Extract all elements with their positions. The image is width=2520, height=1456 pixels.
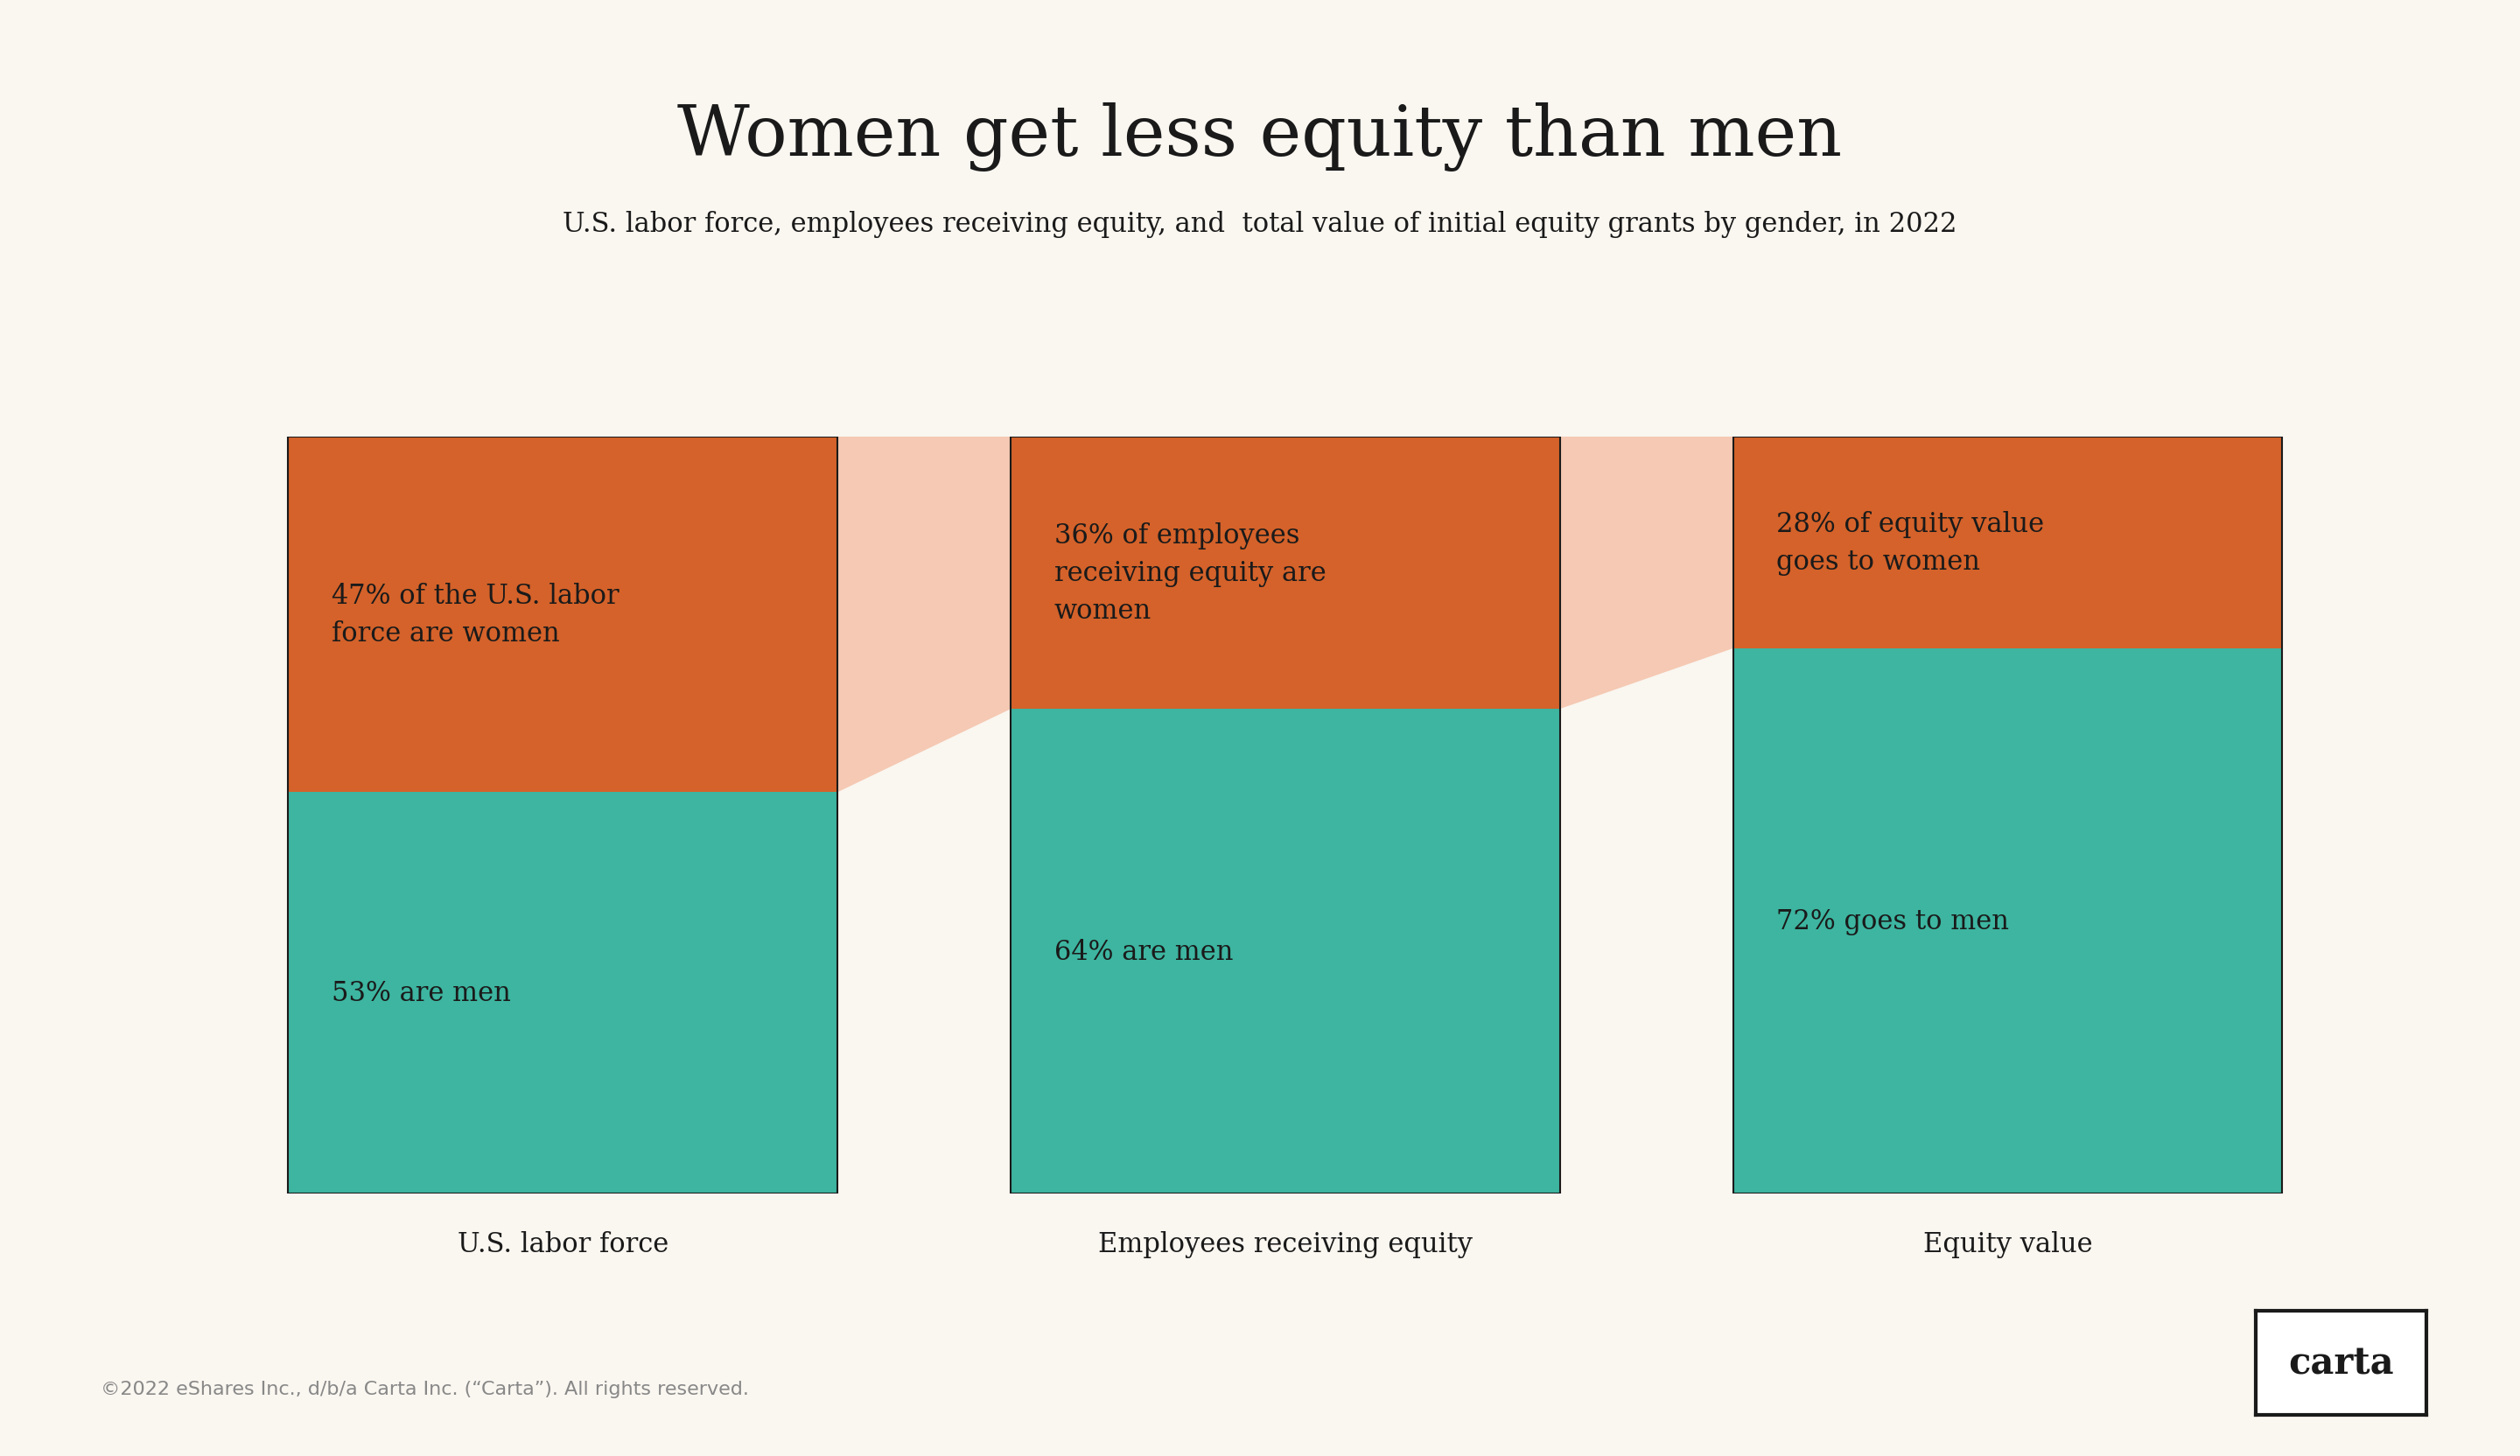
Text: U.S. labor force, employees receiving equity, and  total value of initial equity: U.S. labor force, employees receiving eq… <box>562 211 1958 239</box>
Text: Equity value: Equity value <box>1923 1230 2092 1258</box>
Text: 53% are men: 53% are men <box>333 980 512 1008</box>
Text: U.S. labor force: U.S. labor force <box>456 1230 668 1258</box>
Text: ©2022 eShares Inc., d/b/a Carta Inc. (“Carta”). All rights reserved.: ©2022 eShares Inc., d/b/a Carta Inc. (“C… <box>101 1380 748 1398</box>
Polygon shape <box>1560 437 1734 709</box>
Bar <box>1011 437 1560 709</box>
Text: carta: carta <box>2288 1344 2394 1382</box>
Text: 72% goes to men: 72% goes to men <box>1777 907 2008 935</box>
Bar <box>1011 709 1560 1194</box>
Bar <box>1734 437 2283 649</box>
Text: 36% of employees
receiving equity are
women: 36% of employees receiving equity are wo… <box>1053 521 1326 625</box>
Bar <box>287 792 837 1194</box>
Bar <box>1011 437 1560 1194</box>
Text: 28% of equity value
goes to women: 28% of equity value goes to women <box>1777 511 2044 575</box>
Bar <box>287 437 837 1194</box>
Text: 47% of the U.S. labor
force are women: 47% of the U.S. labor force are women <box>333 582 620 646</box>
Text: 64% are men: 64% are men <box>1053 938 1232 965</box>
Bar <box>1734 437 2283 1194</box>
Bar <box>1734 649 2283 1194</box>
Polygon shape <box>837 437 1011 792</box>
Text: Employees receiving equity: Employees receiving equity <box>1099 1230 1472 1258</box>
Text: Women get less equity than men: Women get less equity than men <box>678 102 1842 170</box>
Bar <box>287 437 837 792</box>
